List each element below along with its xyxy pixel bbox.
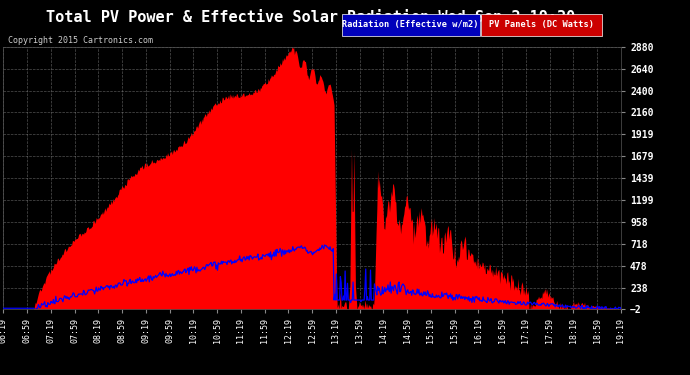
Text: Radiation (Effective w/m2): Radiation (Effective w/m2) [342,20,479,29]
Text: Copyright 2015 Cartronics.com: Copyright 2015 Cartronics.com [8,36,153,45]
Text: Total PV Power & Effective Solar Radiation Wed Sep 2 19:30: Total PV Power & Effective Solar Radiati… [46,9,575,26]
Text: PV Panels (DC Watts): PV Panels (DC Watts) [489,20,594,29]
